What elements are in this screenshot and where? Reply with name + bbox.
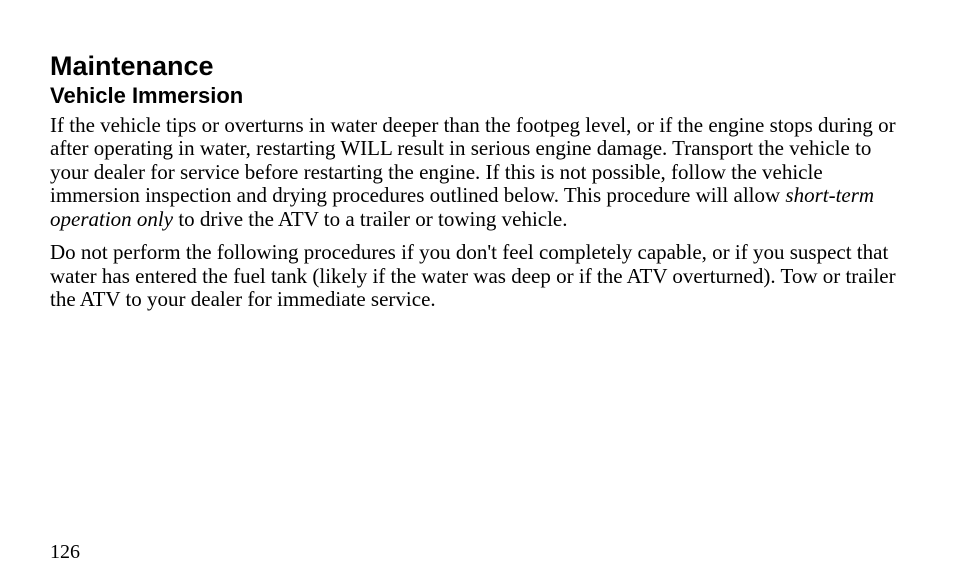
paragraph-1-part-a: If the vehicle tips or overturns in wate… (50, 113, 896, 208)
paragraph-1-part-b: to drive the ATV to a trailer or towing … (173, 207, 567, 231)
document-page: Maintenance Vehicle Immersion If the veh… (0, 0, 954, 588)
heading-sub: Vehicle Immersion (50, 84, 904, 108)
paragraph-2: Do not perform the following procedures … (50, 241, 904, 312)
paragraph-1: If the vehicle tips or overturns in wate… (50, 114, 904, 232)
page-number: 126 (50, 541, 80, 564)
heading-main: Maintenance (50, 52, 904, 82)
